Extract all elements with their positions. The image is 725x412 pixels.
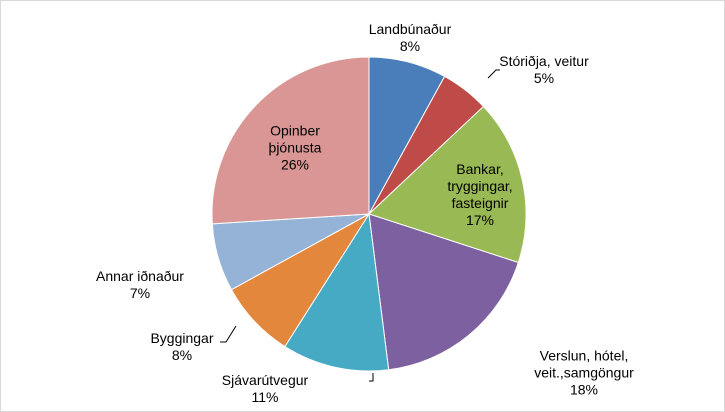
slice-category: Landbúnaður [368, 21, 452, 37]
slice-value-label: 7% [129, 285, 151, 301]
slice-category: Bankar, tryggingar, fasteignir [447, 161, 513, 211]
slice-value-label: 17% [465, 212, 495, 228]
slice-category: Annar iðnaður [96, 268, 184, 284]
slice-value-label: 8% [171, 347, 193, 363]
slice-label: Opinber þjónusta 26% [253, 123, 338, 174]
slice-category: Opinber þjónusta [268, 122, 322, 156]
slice-label: Annar iðnaður 7% [70, 268, 210, 302]
slice-label: Stóriðja, veitur 5% [474, 53, 614, 87]
slice-category: Sjávarútvegur [221, 372, 309, 388]
pie-slice [368, 105, 527, 264]
slice-value-label: 18% [569, 381, 599, 398]
pie-slice [211, 56, 370, 225]
leader-lines [220, 69, 500, 382]
slice-category: Byggingar [150, 330, 214, 346]
pie-slice [368, 213, 519, 371]
leader-line [487, 69, 500, 79]
slice-value-label: 5% [533, 70, 555, 86]
slice-value-label: 26% [280, 156, 310, 173]
slice-value-label: 11% [251, 389, 279, 405]
slice-label: Verslun, hótel, veit.,samgöngur 18% [517, 348, 652, 399]
pie-slice [284, 212, 390, 372]
slice-label: Bankar, tryggingar, fasteignir 17% [435, 161, 525, 229]
slice-label: Byggingar 8% [122, 330, 242, 364]
leader-line [220, 325, 237, 343]
slice-value-label: 8% [399, 38, 421, 54]
leader-line [369, 373, 374, 382]
slice-category: Verslun, hótel, veit.,samgöngur [534, 347, 634, 381]
slice-category: Stóriðja, veitur [499, 53, 589, 69]
slice-label: Sjávarútvegur 11% [195, 372, 335, 406]
slice-label: Landbúnaður 8% [340, 21, 480, 55]
